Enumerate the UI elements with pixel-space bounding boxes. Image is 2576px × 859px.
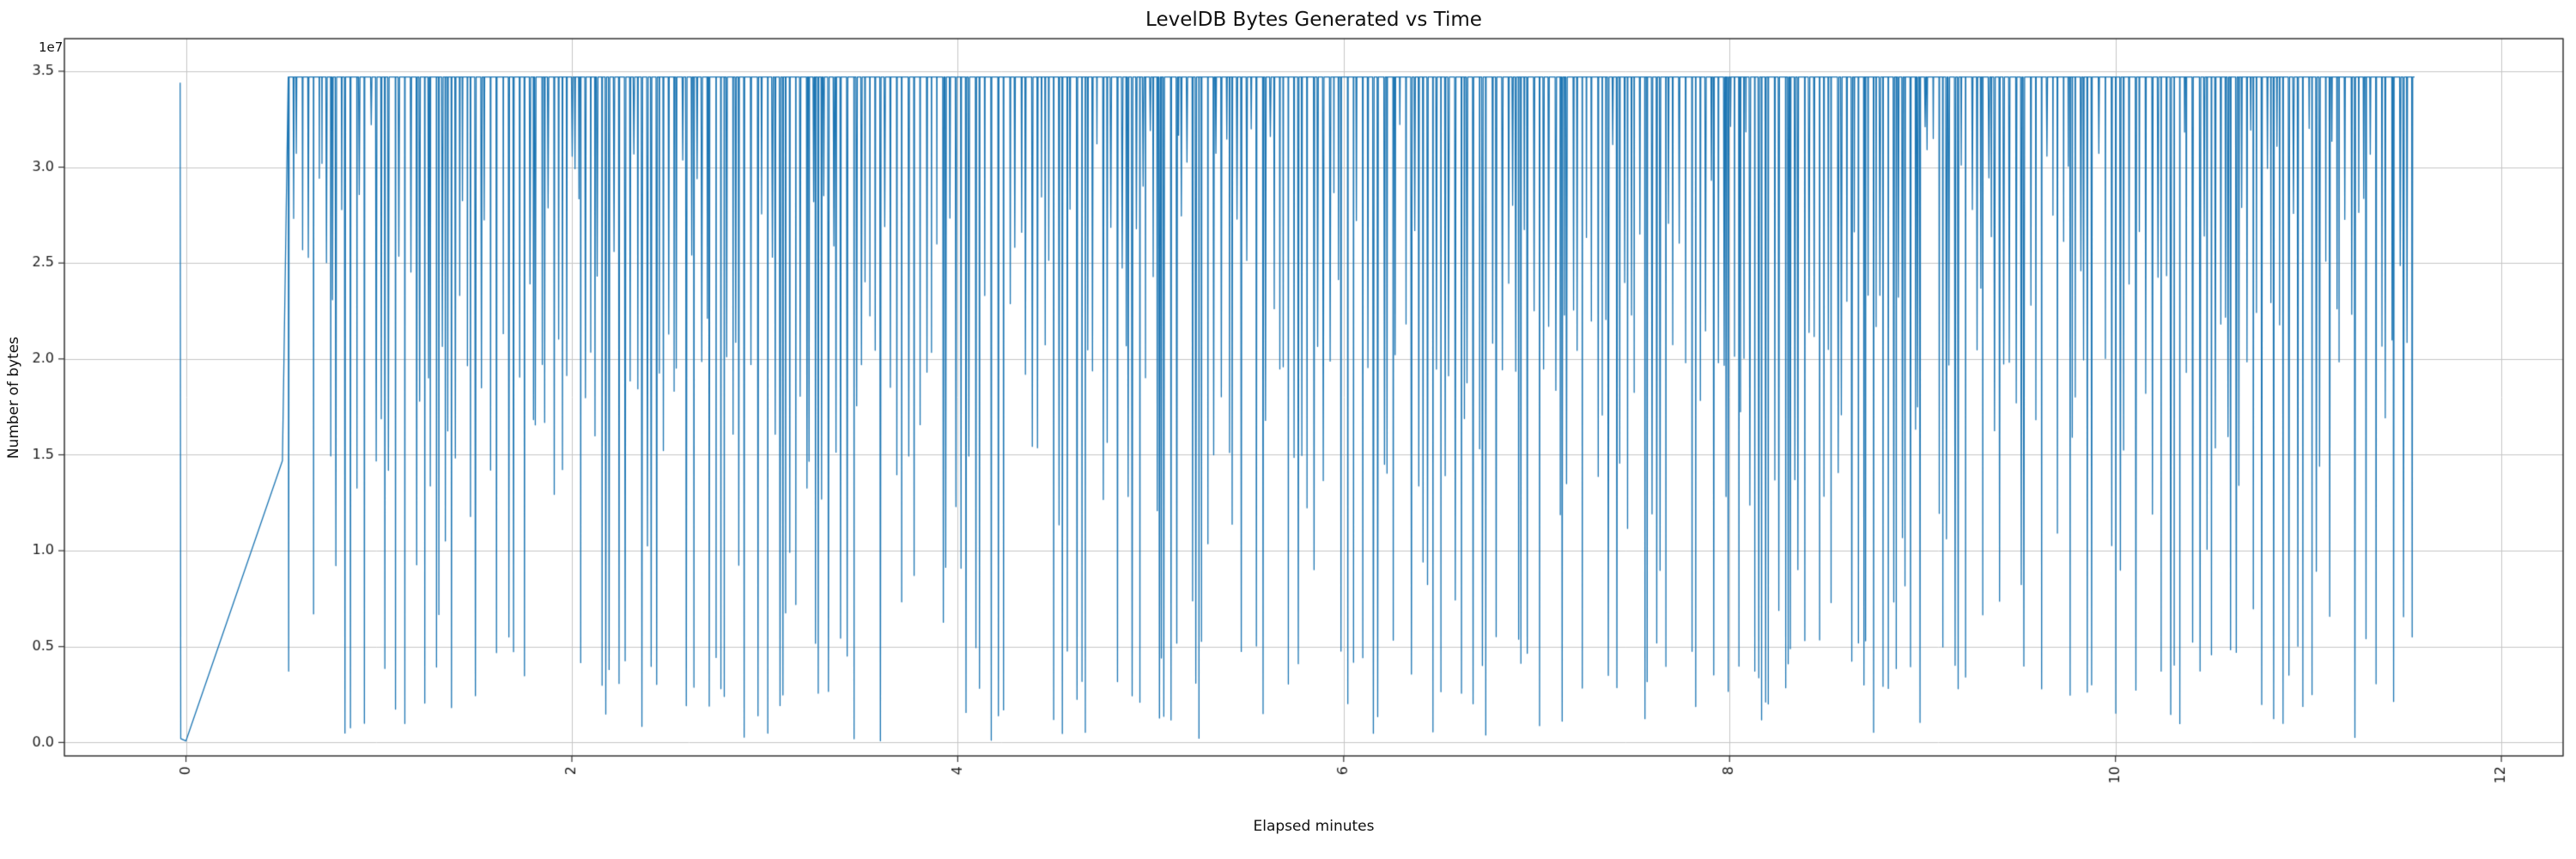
chart-title: LevelDB Bytes Generated vs Time: [1145, 9, 1482, 31]
y-axis-label: Number of bytes: [5, 336, 22, 460]
y-axis-offset-label: 1e7: [39, 40, 64, 55]
x-axis-label: Elapsed minutes: [1253, 818, 1375, 835]
